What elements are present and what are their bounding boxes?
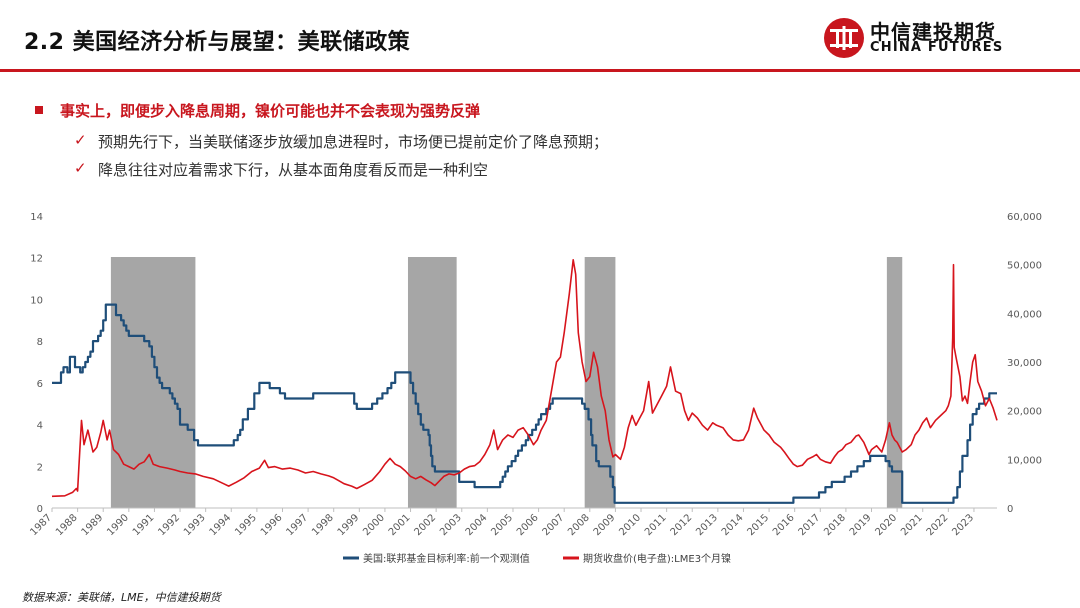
- main-bullet-text: 事实上，即便步入降息周期，镍价可能也并不会表现为强势反弹: [60, 102, 481, 120]
- x-tick-label: 2020: [873, 512, 899, 538]
- x-tick-label: 2016: [771, 512, 797, 538]
- x-tick-label: 2015: [745, 512, 771, 538]
- y-left-tick-label: 0: [37, 504, 43, 515]
- x-tick-label: 1997: [284, 512, 310, 538]
- logo-english-name: CHINA FUTURES: [870, 40, 1004, 55]
- x-tick-label: 2010: [617, 512, 643, 538]
- x-tick-label: 2023: [950, 512, 976, 538]
- x-tick-label: 1987: [28, 512, 54, 538]
- shaded-period: [886, 257, 903, 508]
- y-right-tick-label: 30,000: [1007, 358, 1042, 369]
- x-tick-label: 2006: [515, 512, 541, 538]
- y-left-tick-label: 12: [30, 254, 43, 265]
- x-tick-label: 2013: [694, 512, 720, 538]
- x-tick-label: 1990: [105, 512, 131, 538]
- page-title: 2.2 美国经济分析与展望：美联储政策: [24, 30, 411, 55]
- x-tick-label: 2008: [566, 512, 592, 538]
- company-logo-icon: [824, 18, 864, 58]
- x-tick-label: 1992: [156, 512, 182, 538]
- x-tick-label: 2019: [848, 512, 874, 538]
- x-tick-label: 2009: [592, 512, 618, 538]
- lme-nickel-line: [51, 259, 998, 498]
- x-tick-label: 1999: [336, 512, 362, 538]
- y-right-tick-label: 50,000: [1007, 261, 1042, 272]
- bullet-square-icon: [35, 106, 43, 114]
- y-left-tick-label: 4: [37, 421, 43, 432]
- shaded-period: [407, 257, 457, 508]
- y-right-tick-label: 40,000: [1007, 309, 1042, 320]
- x-tick-label: 2005: [489, 512, 515, 538]
- check-icon: ✓: [74, 159, 87, 177]
- shaded-period: [110, 257, 196, 508]
- x-tick-label: 2000: [361, 512, 387, 538]
- x-tick-label: 2002: [412, 512, 438, 538]
- x-tick-label: 2021: [899, 512, 925, 538]
- x-tick-label: 2011: [643, 512, 669, 538]
- x-tick-label: 2018: [822, 512, 848, 538]
- company-logo: 中信建投期货 CHINA FUTURES: [822, 14, 1062, 62]
- y-right-tick-label: 10,000: [1007, 455, 1042, 466]
- y-left-tick-label: 10: [30, 295, 43, 306]
- x-tick-label: 1989: [80, 512, 106, 538]
- x-tick-label: 1991: [131, 512, 157, 538]
- y-right-tick-label: 20,000: [1007, 407, 1042, 418]
- x-tick-label: 1996: [259, 512, 285, 538]
- y-right-tick-label: 60,000: [1007, 212, 1042, 223]
- y-left-tick-label: 14: [30, 212, 43, 223]
- x-tick-label: 1994: [208, 512, 234, 538]
- x-tick-label: 2007: [541, 512, 567, 538]
- x-tick-label: 2001: [387, 512, 413, 538]
- x-tick-label: 2003: [438, 512, 464, 538]
- legend-label: 期货收盘价(电子盘):LME3个月镍: [583, 552, 731, 565]
- source-note: 数据来源：美联储，LME，中信建投期货: [22, 591, 221, 604]
- rate-vs-nickel-chart: 0 2 4 6 8 10 12 14 0 10,000 20,000 30,000 40,000 50,0…: [28, 212, 1042, 565]
- header-divider: [0, 69, 1080, 72]
- x-tick-label: 2012: [669, 512, 695, 538]
- sub-bullet-1: 预期先行下，当美联储逐步放缓加息进程时，市场便已提前定价了降息预期；: [98, 133, 609, 151]
- y-left-tick-label: 6: [37, 379, 43, 390]
- legend-label: 美国:联邦基金目标利率:前一个观测值: [363, 552, 530, 565]
- logo-chinese-name: 中信建投期货: [870, 20, 996, 44]
- x-tick-label: 2004: [464, 512, 490, 538]
- fed-rate-line: [52, 303, 997, 504]
- x-tick-label: 1988: [54, 512, 80, 538]
- x-tick-label: 2014: [720, 512, 746, 538]
- x-tick-label: 2017: [797, 512, 823, 538]
- x-tick-label: 1995: [233, 512, 259, 538]
- y-right-tick-label: 0: [1007, 504, 1013, 515]
- x-tick-label: 2022: [925, 512, 951, 538]
- check-icon: ✓: [74, 131, 87, 149]
- x-tick-label: 1998: [310, 512, 336, 538]
- y-left-tick-label: 8: [37, 337, 43, 348]
- y-left-tick-label: 2: [37, 462, 43, 473]
- sub-bullet-2: 降息往往对应着需求下行，从基本面角度看反而是一种利空: [98, 161, 489, 179]
- x-tick-label: 1993: [182, 512, 208, 538]
